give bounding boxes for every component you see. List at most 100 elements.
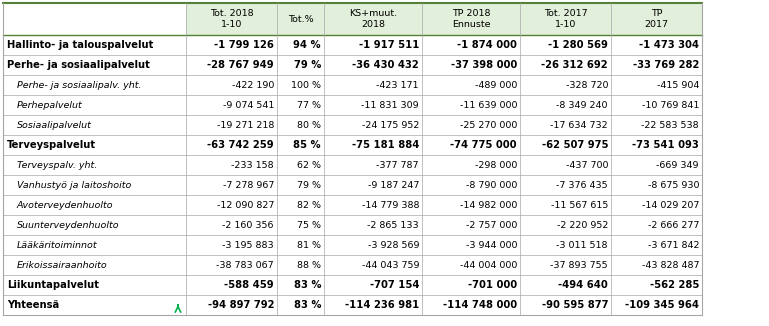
Text: -14 982 000: -14 982 000 [460, 200, 517, 210]
Text: TP 2018
Ennuste: TP 2018 Ennuste [451, 9, 491, 29]
Text: -3 944 000: -3 944 000 [465, 241, 517, 249]
Text: -24 175 952: -24 175 952 [361, 121, 419, 129]
Text: -25 270 000: -25 270 000 [460, 121, 517, 129]
Text: -22 583 538: -22 583 538 [641, 121, 699, 129]
Bar [3, 235, 702, 255]
Text: -38 783 067: -38 783 067 [216, 260, 274, 270]
Text: 77 %: 77 % [297, 100, 321, 110]
Text: -701 000: -701 000 [468, 280, 517, 290]
Text: -415 904: -415 904 [657, 81, 699, 90]
Text: 88 %: 88 % [297, 260, 321, 270]
Text: -494 640: -494 640 [558, 280, 608, 290]
Bar [3, 255, 702, 275]
Text: -233 158: -233 158 [231, 160, 274, 170]
Bar [3, 135, 702, 155]
Text: Hallinto- ja talouspalvelut: Hallinto- ja talouspalvelut [7, 40, 153, 50]
Bar [3, 75, 702, 95]
Text: 100 %: 100 % [291, 81, 321, 90]
Bar [3, 175, 702, 195]
Text: 83 %: 83 % [294, 280, 321, 290]
Bar [3, 115, 702, 135]
Text: -17 634 732: -17 634 732 [551, 121, 608, 129]
Text: Tot. 2017
1-10: Tot. 2017 1-10 [544, 9, 588, 29]
Text: -26 312 692: -26 312 692 [541, 60, 608, 70]
Text: -437 700: -437 700 [565, 160, 608, 170]
Text: 81 %: 81 % [297, 241, 321, 249]
Text: -94 897 792: -94 897 792 [208, 300, 274, 310]
Text: -423 171: -423 171 [377, 81, 419, 90]
Bar [3, 195, 702, 215]
Text: -377 787: -377 787 [377, 160, 419, 170]
Text: -14 029 207: -14 029 207 [641, 200, 699, 210]
Text: Perhe- ja sosiaalipalvelut: Perhe- ja sosiaalipalvelut [7, 60, 150, 70]
Text: -562 285: -562 285 [650, 280, 699, 290]
Text: Yhteensä: Yhteensä [7, 300, 59, 310]
Text: -44 004 000: -44 004 000 [460, 260, 517, 270]
Text: -1 280 569: -1 280 569 [548, 40, 608, 50]
Text: -7 278 967: -7 278 967 [222, 181, 274, 189]
Text: -7 376 435: -7 376 435 [557, 181, 608, 189]
Bar [3, 275, 702, 295]
Text: -707 154: -707 154 [369, 280, 419, 290]
Text: Erikoissairaanhoito: Erikoissairaanhoito [17, 260, 108, 270]
Text: -588 459: -588 459 [225, 280, 274, 290]
Text: Suunterveydenhuolto: Suunterveydenhuolto [17, 220, 120, 230]
Text: -8 790 000: -8 790 000 [465, 181, 517, 189]
Text: 79 %: 79 % [297, 181, 321, 189]
Text: -3 011 518: -3 011 518 [557, 241, 608, 249]
Text: -14 779 388: -14 779 388 [361, 200, 419, 210]
Text: -422 190: -422 190 [231, 81, 274, 90]
Bar [3, 55, 702, 75]
Text: -74 775 000: -74 775 000 [451, 140, 517, 150]
Text: -3 928 569: -3 928 569 [368, 241, 419, 249]
Text: -489 000: -489 000 [474, 81, 517, 90]
Text: Lääkäritoiminnot: Lääkäritoiminnot [17, 241, 98, 249]
Bar [3, 3, 186, 35]
Text: -11 831 309: -11 831 309 [361, 100, 419, 110]
Text: -11 567 615: -11 567 615 [551, 200, 608, 210]
Text: -43 828 487: -43 828 487 [641, 260, 699, 270]
Text: -90 595 877: -90 595 877 [541, 300, 608, 310]
Text: -62 507 975: -62 507 975 [541, 140, 608, 150]
Text: -1 473 304: -1 473 304 [639, 40, 699, 50]
Text: -8 349 240: -8 349 240 [557, 100, 608, 110]
Text: -1 874 000: -1 874 000 [457, 40, 517, 50]
Text: 82 %: 82 % [297, 200, 321, 210]
Text: 80 %: 80 % [297, 121, 321, 129]
Text: -1 917 511: -1 917 511 [358, 40, 419, 50]
Text: -3 671 842: -3 671 842 [647, 241, 699, 249]
Text: -33 769 282: -33 769 282 [633, 60, 699, 70]
Text: -36 430 432: -36 430 432 [352, 60, 419, 70]
Text: -669 349: -669 349 [657, 160, 699, 170]
Text: Terveyspalvelut: Terveyspalvelut [7, 140, 96, 150]
Text: -28 767 949: -28 767 949 [208, 60, 274, 70]
Text: Sosiaalipalvelut: Sosiaalipalvelut [17, 121, 92, 129]
Text: 83 %: 83 % [294, 300, 321, 310]
Text: 94 %: 94 % [294, 40, 321, 50]
Text: -8 675 930: -8 675 930 [647, 181, 699, 189]
Text: -10 769 841: -10 769 841 [641, 100, 699, 110]
Text: KS+muut.
2018: KS+muut. 2018 [349, 9, 397, 29]
Text: Terveyspalv. yht.: Terveyspalv. yht. [17, 160, 97, 170]
Text: 79 %: 79 % [294, 60, 321, 70]
Text: -44 043 759: -44 043 759 [361, 260, 419, 270]
Text: -9 187 247: -9 187 247 [368, 181, 419, 189]
Text: -75 181 884: -75 181 884 [351, 140, 419, 150]
Text: -2 865 133: -2 865 133 [368, 220, 419, 230]
Text: -37 398 000: -37 398 000 [451, 60, 517, 70]
Text: -9 074 541: -9 074 541 [222, 100, 274, 110]
Text: 62 %: 62 % [297, 160, 321, 170]
Text: -37 893 755: -37 893 755 [551, 260, 608, 270]
Bar [3, 295, 702, 315]
Text: TP
2017: TP 2017 [644, 9, 668, 29]
Text: -63 742 259: -63 742 259 [208, 140, 274, 150]
Bar [3, 35, 702, 55]
Bar [3, 215, 702, 235]
Bar [3, 95, 702, 115]
Bar [186, 3, 702, 35]
Bar [3, 155, 702, 175]
Text: 85 %: 85 % [294, 140, 321, 150]
Text: -1 799 126: -1 799 126 [214, 40, 274, 50]
Text: -114 236 981: -114 236 981 [345, 300, 419, 310]
Text: -12 090 827: -12 090 827 [217, 200, 274, 210]
